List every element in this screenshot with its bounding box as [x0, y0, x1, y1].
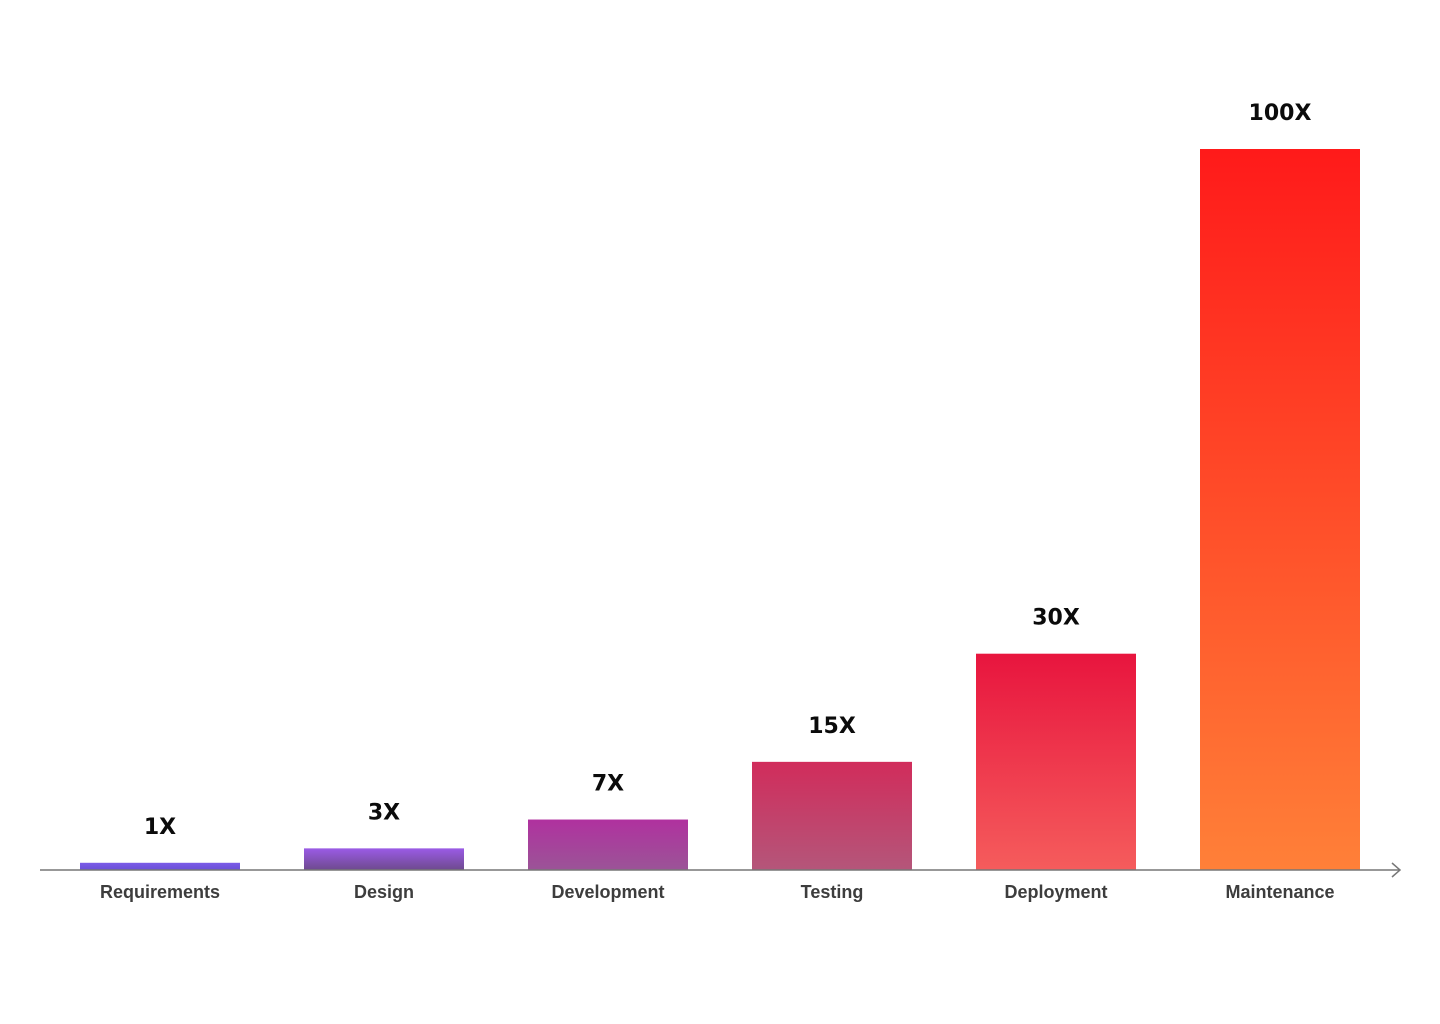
bar-testing	[752, 761, 912, 870]
category-label-maintenance: Maintenance	[1225, 882, 1334, 902]
value-label-requirements: 1X	[144, 815, 176, 840]
value-label-testing: 15X	[808, 714, 856, 739]
x-axis	[40, 862, 1402, 878]
category-label-requirements: Requirements	[100, 882, 220, 902]
value-label-development: 7X	[592, 772, 624, 797]
bar-development	[528, 819, 688, 870]
bar-design	[304, 848, 464, 870]
category-label-testing: Testing	[801, 882, 864, 902]
bar-requirements	[80, 862, 240, 870]
x-axis-arrow-icon	[1391, 862, 1402, 878]
value-label-design: 3X	[368, 800, 400, 825]
category-label-development: Development	[551, 882, 664, 902]
category-label-deployment: Deployment	[1004, 882, 1107, 902]
value-label-maintenance: 100X	[1249, 101, 1312, 126]
value-label-deployment: 30X	[1032, 606, 1080, 631]
labels-layer: 1X Requirements 3X Design 7X Development 15X Te…	[100, 101, 1335, 902]
category-label-design: Design	[354, 882, 414, 902]
bar-maintenance	[1200, 149, 1360, 870]
bars-layer	[80, 149, 1360, 870]
bar-deployment	[976, 653, 1136, 870]
